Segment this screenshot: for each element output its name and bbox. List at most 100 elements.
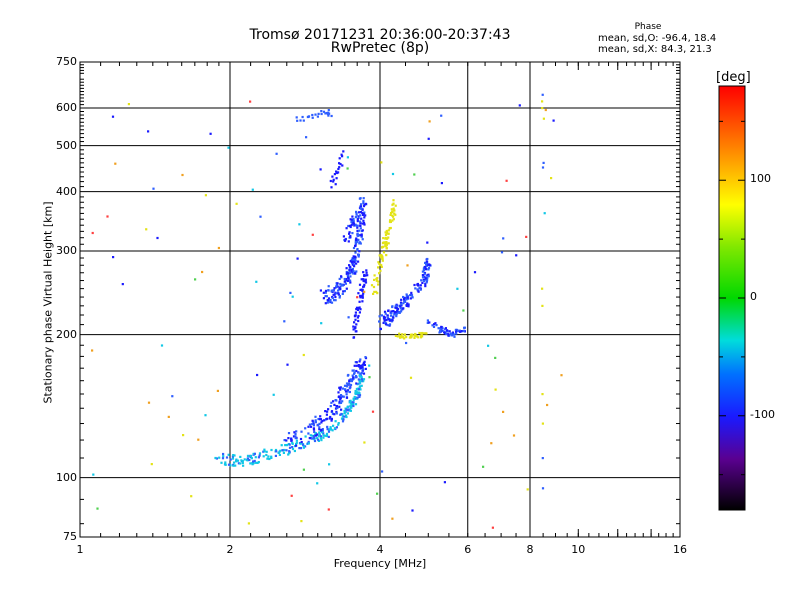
echo-point bbox=[355, 323, 358, 326]
echo-point bbox=[345, 408, 348, 411]
echo-point bbox=[353, 327, 357, 330]
echo-point bbox=[352, 222, 355, 225]
echo-point bbox=[351, 215, 354, 218]
echo-point bbox=[329, 179, 332, 183]
echo-point bbox=[222, 455, 225, 458]
echo-point bbox=[362, 202, 365, 205]
echo-point bbox=[413, 336, 416, 339]
echo-point bbox=[446, 332, 449, 335]
echo-point bbox=[251, 188, 254, 191]
echo-point bbox=[339, 401, 343, 404]
echo-point bbox=[428, 264, 431, 267]
echo-point bbox=[346, 272, 349, 275]
colorbar-unit: [deg] bbox=[716, 70, 751, 85]
echo-point bbox=[428, 120, 431, 123]
echo-point bbox=[301, 115, 304, 119]
echo-point bbox=[338, 395, 341, 398]
echo-point bbox=[526, 488, 529, 491]
echo-point bbox=[391, 319, 394, 322]
echo-point bbox=[325, 417, 329, 420]
echo-point bbox=[348, 270, 351, 274]
echo-point bbox=[319, 289, 322, 292]
echo-point bbox=[309, 434, 312, 437]
x-tick-label: 1 bbox=[76, 543, 84, 556]
echo-point bbox=[361, 369, 364, 372]
echo-point bbox=[423, 332, 426, 335]
echo-point bbox=[391, 210, 394, 213]
echo-point bbox=[252, 452, 255, 455]
echo-point bbox=[337, 423, 340, 426]
echo-point bbox=[339, 397, 342, 400]
echo-point bbox=[343, 415, 346, 418]
echo-point bbox=[335, 177, 338, 180]
echo-point bbox=[385, 241, 388, 245]
echo-point bbox=[330, 410, 334, 413]
echo-point bbox=[384, 244, 387, 248]
echo-point bbox=[361, 238, 364, 241]
echo-point bbox=[399, 305, 402, 308]
echo-point bbox=[373, 278, 376, 281]
echo-point bbox=[266, 457, 269, 460]
echo-point bbox=[339, 282, 342, 286]
echo-point bbox=[384, 316, 387, 319]
echo-point bbox=[387, 232, 390, 235]
echo-point bbox=[359, 221, 362, 225]
echo-point bbox=[346, 390, 349, 393]
echo-point bbox=[357, 216, 360, 219]
echo-point bbox=[309, 425, 313, 428]
echo-point bbox=[267, 455, 270, 458]
echo-point bbox=[232, 454, 235, 457]
echo-point bbox=[327, 508, 330, 511]
echo-point bbox=[327, 435, 330, 438]
echo-point bbox=[318, 433, 321, 436]
echo-point bbox=[364, 274, 367, 277]
echo-point bbox=[356, 240, 359, 243]
echo-point bbox=[91, 231, 94, 235]
echo-point bbox=[340, 153, 343, 156]
echo-point bbox=[348, 231, 351, 234]
echo-point bbox=[352, 325, 355, 328]
echo-point bbox=[388, 319, 391, 322]
echo-point bbox=[372, 292, 375, 295]
echo-point bbox=[443, 328, 446, 331]
echo-point bbox=[406, 302, 409, 305]
echo-point bbox=[305, 136, 308, 139]
echo-point bbox=[351, 267, 354, 271]
echo-point bbox=[325, 434, 329, 438]
echo-point bbox=[311, 233, 314, 236]
echo-point bbox=[282, 451, 285, 454]
echo-point bbox=[338, 400, 341, 403]
echo-point bbox=[450, 332, 453, 335]
echo-point bbox=[354, 244, 357, 247]
echo-point bbox=[362, 285, 365, 288]
echo-point bbox=[292, 435, 296, 438]
echo-point bbox=[427, 273, 430, 276]
echo-point bbox=[371, 410, 375, 413]
echo-point bbox=[335, 285, 338, 288]
echo-point bbox=[352, 272, 355, 275]
echo-point bbox=[348, 409, 351, 412]
echo-point bbox=[333, 299, 336, 302]
echo-point bbox=[339, 163, 342, 166]
echo-point bbox=[344, 282, 347, 285]
echo-point bbox=[416, 282, 419, 286]
echo-point bbox=[389, 226, 392, 230]
echo-point bbox=[314, 434, 318, 437]
echo-point bbox=[350, 269, 353, 272]
echo-point bbox=[366, 274, 369, 277]
echo-point bbox=[437, 327, 440, 330]
echo-point bbox=[426, 257, 429, 261]
echo-point bbox=[327, 285, 330, 288]
echo-point bbox=[348, 390, 351, 394]
echo-point bbox=[402, 295, 405, 299]
echo-point bbox=[333, 287, 336, 290]
echo-point bbox=[291, 442, 294, 445]
echo-point bbox=[384, 312, 387, 315]
phase-stat-o: mean, sd,O: -96.4, 18.4 bbox=[598, 33, 717, 44]
echo-point bbox=[311, 422, 314, 426]
echo-point bbox=[311, 116, 314, 119]
echo-point bbox=[348, 232, 351, 235]
echo-point bbox=[342, 150, 345, 153]
echo-point bbox=[342, 418, 345, 421]
echo-point bbox=[382, 245, 385, 248]
